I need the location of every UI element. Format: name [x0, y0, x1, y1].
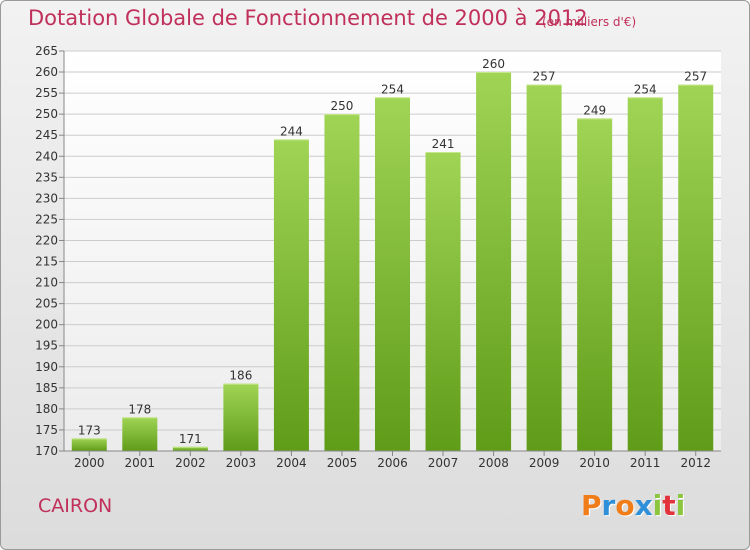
y-tick-label: 220 [35, 233, 58, 247]
data-label: 250 [331, 99, 354, 113]
y-tick-label: 190 [35, 360, 58, 374]
y-tick-label: 265 [35, 44, 58, 58]
bar [627, 97, 663, 451]
data-label: 241 [432, 137, 455, 151]
y-tick-label: 250 [35, 107, 58, 121]
data-label: 178 [128, 402, 151, 416]
bar [425, 152, 461, 452]
y-tick-label: 260 [35, 65, 58, 79]
bar [375, 97, 410, 451]
unit-label: (en milliers d'€) [542, 15, 637, 29]
data-label: 254 [634, 82, 657, 96]
y-tick-label: 200 [35, 318, 58, 332]
x-tick-label: 2010 [579, 456, 610, 470]
data-label: 249 [583, 103, 606, 117]
proxiti-logo: Proxiti [581, 489, 685, 522]
y-tick-label: 230 [35, 191, 58, 205]
bar [71, 438, 107, 451]
logo-letter: x [634, 489, 653, 522]
data-label: 260 [482, 57, 505, 71]
data-label: 257 [533, 70, 556, 84]
y-tick-label: 255 [35, 86, 58, 100]
data-label: 254 [381, 82, 404, 96]
x-tick-label: 2009 [529, 456, 560, 470]
y-tick-label: 210 [35, 276, 58, 290]
bar [273, 139, 309, 451]
y-tick-label: 170 [35, 444, 58, 458]
x-tick-label: 2000 [74, 456, 105, 470]
logo-letter: i [675, 489, 686, 522]
y-tick-label: 185 [35, 381, 58, 395]
y-tick-label: 235 [35, 170, 58, 184]
chart-title: Dotation Globale de Fonctionnement de 20… [28, 6, 588, 30]
x-tick-label: 2005 [327, 456, 358, 470]
y-tick-label: 175 [35, 423, 58, 437]
data-label: 244 [280, 124, 303, 138]
data-label: 173 [78, 423, 101, 437]
logo-letter: P [581, 489, 602, 522]
bar [678, 84, 714, 452]
x-tick-label: 2001 [125, 456, 156, 470]
x-tick-label: 2002 [175, 456, 206, 470]
data-label: 186 [229, 369, 252, 383]
x-tick-label: 2012 [680, 456, 711, 470]
bar [577, 118, 613, 452]
x-tick-label: 2007 [428, 456, 459, 470]
data-label: 171 [179, 432, 202, 446]
y-tick-label: 215 [35, 255, 58, 269]
bar [476, 72, 512, 451]
logo-letter: i [652, 489, 663, 522]
commune-name: CAIRON [38, 495, 113, 517]
x-tick-label: 2011 [630, 456, 661, 470]
y-tick-label: 225 [35, 212, 58, 226]
x-tick-label: 2006 [377, 456, 408, 470]
data-label: 257 [684, 70, 707, 84]
bar [122, 417, 158, 451]
x-tick-label: 2003 [226, 456, 257, 470]
bar [223, 383, 259, 451]
bars: 173 178 171 186 244 250 254 241 260 257 249 254 257 [71, 57, 714, 452]
logo-letter: r [601, 489, 616, 522]
bar [172, 446, 208, 451]
y-tick-label: 195 [35, 339, 58, 353]
y-tick-label: 205 [35, 297, 58, 311]
axes: 170 175 180 185 190 195 200 205 210 215 220 225 230 2… [35, 44, 721, 470]
y-tick-label: 245 [35, 128, 58, 142]
x-tick-label: 2008 [478, 456, 509, 470]
y-tick-label: 240 [35, 149, 58, 163]
logo-letter: o [615, 489, 635, 522]
bar [324, 114, 360, 451]
x-tick-label: 2004 [276, 456, 307, 470]
bar [526, 84, 562, 452]
y-tick-label: 180 [35, 402, 58, 416]
logo-letter: t [662, 489, 676, 522]
